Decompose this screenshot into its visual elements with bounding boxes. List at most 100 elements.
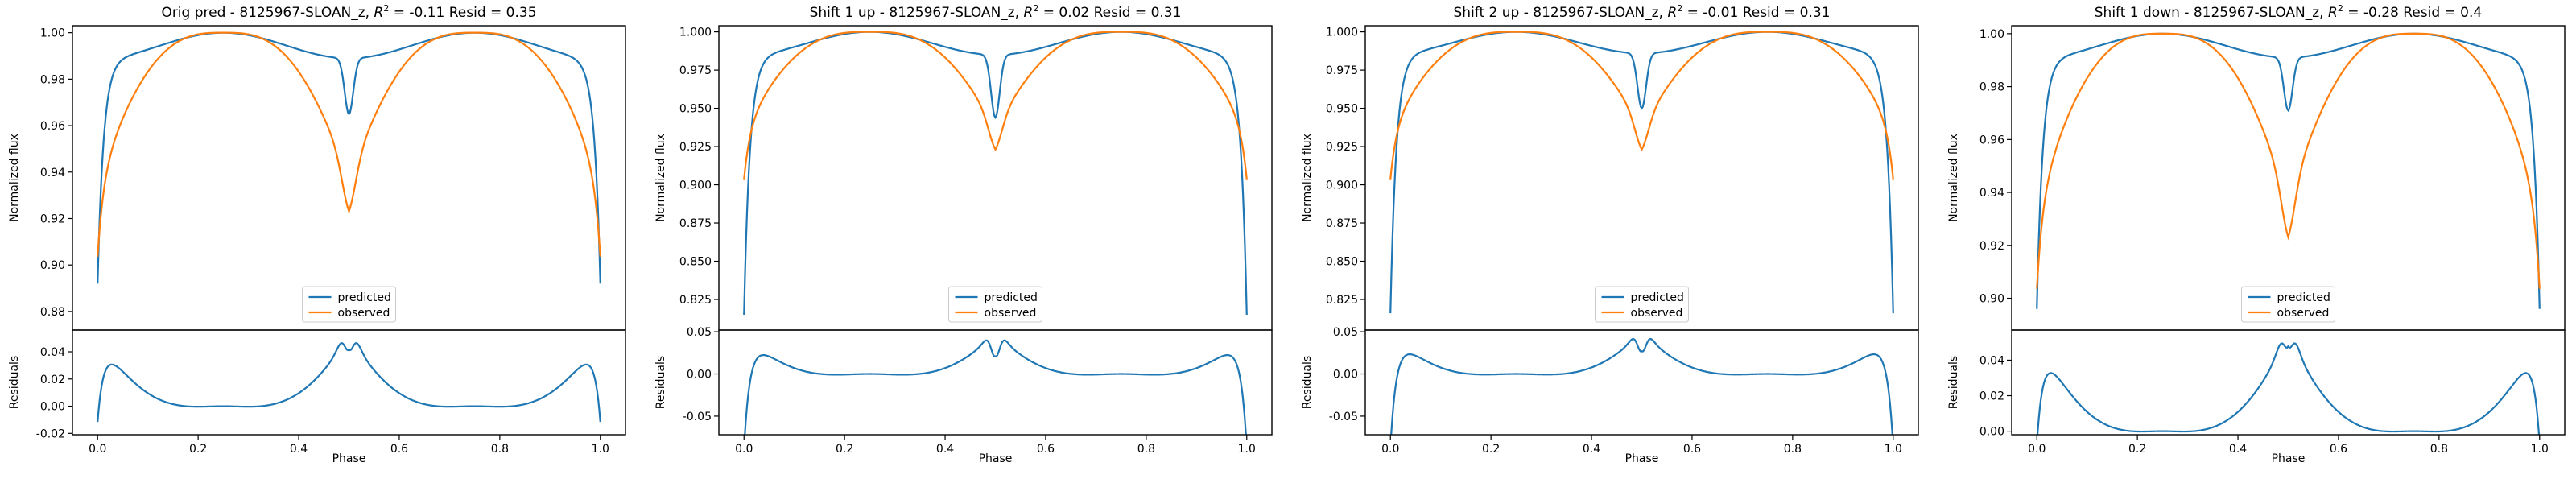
y-tick-label: 0.88 — [40, 306, 65, 319]
resid-y-tick-label: 0.04 — [1979, 354, 2004, 367]
resid-y-tick-label: 0.00 — [1979, 426, 2004, 439]
y-tick-label: 0.850 — [1326, 256, 1358, 269]
resid-y-tick-label: 0.05 — [1333, 326, 1358, 339]
x-tick-label: 0.8 — [2430, 443, 2448, 456]
x-tick-label: 0.8 — [1784, 443, 1802, 456]
observed-line — [2036, 32, 2541, 289]
legend: predicted observed — [2241, 286, 2335, 323]
residual-axes-frame — [72, 329, 626, 436]
resid-y-tick-label: -0.05 — [683, 411, 712, 423]
x-axis-label: Phase — [1625, 452, 1659, 465]
legend-label-observed: observed — [338, 307, 390, 320]
x-tick-label: 0.6 — [390, 443, 408, 456]
x-axis-label: Phase — [979, 452, 1013, 465]
chart-title: Shift 1 up - 8125967-SLOAN_z, R2 = 0.02 … — [810, 3, 1182, 21]
x-tick-label: 0.0 — [89, 443, 106, 456]
legend: predicted observed — [1595, 286, 1689, 323]
y-tick-label: 0.925 — [1326, 141, 1358, 154]
y-tick-label: 0.96 — [40, 120, 65, 133]
y-tick-label: 1.00 — [1979, 28, 2004, 41]
main-axes-frame — [1364, 25, 1919, 331]
observed-line — [743, 31, 1248, 180]
y-tick-label: 0.900 — [679, 180, 712, 192]
residual-axes-frame — [718, 329, 1273, 436]
residual-axes-frame — [1364, 329, 1919, 436]
y-tick-label: 0.975 — [679, 64, 712, 77]
y-tick-label: 0.92 — [1979, 240, 2004, 253]
residual-line — [97, 341, 601, 423]
resid-axis-label: Residuals — [654, 356, 667, 409]
x-tick-label: 0.4 — [936, 443, 954, 456]
y-tick-label: 0.98 — [40, 73, 65, 86]
observed-line — [1389, 31, 1894, 180]
y-tick-label: 0.875 — [1326, 217, 1358, 230]
y-tick-label: 0.90 — [1979, 293, 2004, 306]
resid-y-tick-label: 0.00 — [40, 401, 65, 414]
y-tick-label: 1.000 — [679, 27, 712, 39]
legend: predicted observed — [948, 286, 1042, 323]
legend-label-predicted: predicted — [338, 291, 391, 304]
legend-label-observed: observed — [2277, 307, 2330, 320]
y-axis-label: Normalized flux — [1301, 134, 1314, 222]
x-tick-label: 0.2 — [836, 443, 853, 456]
y-tick-label: 0.975 — [1326, 64, 1358, 77]
y-tick-label: 0.825 — [679, 294, 712, 307]
residual-line — [1390, 338, 1893, 435]
y-tick-label: 0.950 — [1326, 103, 1358, 116]
x-axis-label: Phase — [332, 452, 366, 465]
resid-y-tick-label: 0.00 — [1333, 369, 1358, 382]
x-tick-label: 0.6 — [1683, 443, 1701, 456]
y-axis-label: Normalized flux — [654, 134, 667, 222]
x-tick-label: 0.4 — [2229, 443, 2247, 456]
x-tick-label: 0.0 — [2028, 443, 2046, 456]
x-tick-label: 0.2 — [1482, 443, 1500, 456]
x-tick-label: 0.0 — [1381, 443, 1399, 456]
y-tick-label: 0.98 — [1979, 81, 2004, 94]
x-tick-label: 0.4 — [290, 443, 308, 456]
x-tick-label: 0.0 — [735, 443, 753, 456]
resid-axis-label: Residuals — [1947, 356, 1960, 409]
x-tick-label: 1.0 — [2531, 443, 2549, 456]
resid-y-tick-label: 0.02 — [40, 374, 65, 386]
chart-title: Orig pred - 8125967-SLOAN_z, R2 = -0.11 … — [161, 3, 536, 21]
x-tick-label: 0.6 — [1037, 443, 1055, 456]
x-tick-label: 0.4 — [1583, 443, 1600, 456]
observed-line — [97, 31, 601, 257]
chart-panel-2: Shift 1 up - 8125967-SLOAN_z, R2 = 0.02 … — [654, 3, 1273, 465]
chart-title: Shift 1 down - 8125967-SLOAN_z, R2 = -0.… — [2095, 3, 2482, 21]
y-tick-label: 0.875 — [679, 217, 712, 230]
main-axes-frame — [718, 25, 1273, 331]
y-tick-label: 1.00 — [40, 27, 65, 40]
residual-axes-frame — [2011, 329, 2566, 436]
chart-panel-4: Shift 1 down - 8125967-SLOAN_z, R2 = -0.… — [1947, 3, 2566, 465]
x-tick-label: 0.8 — [491, 443, 509, 456]
resid-y-tick-label: 0.02 — [1979, 390, 2004, 403]
predicted-line — [1389, 31, 1894, 314]
resid-axis-label: Residuals — [1301, 356, 1314, 409]
predicted-line — [97, 31, 601, 284]
legend-label-observed: observed — [1631, 307, 1683, 320]
chart-panel-3: Shift 2 up - 8125967-SLOAN_z, R2 = -0.01… — [1301, 3, 1919, 465]
predicted-line — [743, 31, 1248, 316]
x-tick-label: 0.2 — [2128, 443, 2146, 456]
legend-label-predicted: predicted — [2277, 291, 2330, 304]
y-tick-label: 0.925 — [679, 141, 712, 154]
legend-label-predicted: predicted — [985, 291, 1038, 304]
resid-y-tick-label: 0.05 — [687, 326, 712, 339]
y-tick-label: 0.850 — [679, 256, 712, 269]
resid-y-tick-label: 0.04 — [40, 346, 65, 359]
main-axes-frame — [72, 25, 626, 331]
y-tick-label: 0.900 — [1326, 180, 1358, 192]
resid-y-tick-label: -0.02 — [36, 427, 65, 440]
resid-axis-label: Residuals — [8, 356, 21, 409]
x-tick-label: 0.8 — [1137, 443, 1155, 456]
chart-panel-1: Orig pred - 8125967-SLOAN_z, R2 = -0.11 … — [8, 3, 626, 465]
x-tick-label: 1.0 — [1238, 443, 1256, 456]
legend: predicted observed — [302, 286, 396, 323]
resid-y-tick-label: 0.00 — [687, 369, 712, 382]
residual-line — [2036, 342, 2541, 435]
y-axis-label: Normalized flux — [1947, 134, 1960, 222]
main-axes-frame — [2011, 25, 2566, 331]
y-tick-label: 0.92 — [40, 213, 65, 225]
legend-label-predicted: predicted — [1631, 291, 1684, 304]
